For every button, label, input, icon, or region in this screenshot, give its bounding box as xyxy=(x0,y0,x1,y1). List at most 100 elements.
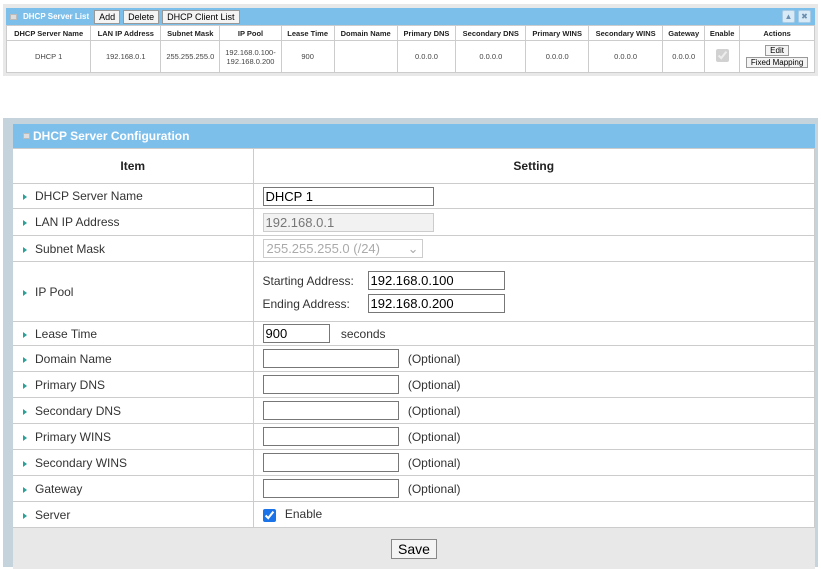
column-header: IP Pool xyxy=(219,25,282,41)
optional-label: (Optional) xyxy=(407,430,461,444)
dhcp-client-list-button[interactable]: DHCP Client List xyxy=(162,9,240,24)
column-header: Primary DNS xyxy=(396,25,457,41)
column-header: Subnet Mask xyxy=(160,25,221,41)
label-swins: Secondary WINS xyxy=(35,455,128,470)
bullet-icon xyxy=(23,408,27,415)
column-header: Gateway xyxy=(662,25,706,41)
bullet-icon xyxy=(23,460,27,467)
server-enable-checkbox[interactable] xyxy=(262,508,276,522)
cell-name: DHCP 1 xyxy=(5,40,92,73)
start-label: Starting Address: xyxy=(262,273,354,288)
collapse-icon[interactable]: ▲ xyxy=(782,10,795,23)
label-lease: Lease Time xyxy=(35,326,98,341)
column-header: Lease Time xyxy=(280,25,335,41)
seconds-label: seconds xyxy=(340,327,386,341)
label-server: Server xyxy=(35,507,71,522)
label-pdns: Primary DNS xyxy=(35,377,106,392)
cell-pwins: 0.0.0.0 xyxy=(525,40,590,73)
lease-time-input[interactable] xyxy=(262,324,330,343)
swins-input[interactable] xyxy=(262,453,399,472)
pool-end: 192.168.0.200 xyxy=(226,56,275,66)
enable-label: Enable xyxy=(284,507,323,522)
panel-icon xyxy=(10,13,17,20)
cell-mask: 255.255.255.0 xyxy=(160,40,221,73)
cell-pdns: 0.0.0.0 xyxy=(396,40,457,73)
bullet-icon xyxy=(23,331,27,338)
label-sdns: Secondary DNS xyxy=(35,403,122,418)
subnet-mask-select: 255.255.255.0 (/24) ⌄ xyxy=(262,239,423,258)
column-header: Enable xyxy=(704,25,741,41)
cell-enable xyxy=(704,40,741,73)
save-bar: Save xyxy=(13,528,815,569)
chevron-down-icon: ⌄ xyxy=(407,240,419,256)
col-item: Item xyxy=(13,148,254,184)
cell-pool: 192.168.0.100- 192.168.0.200 xyxy=(219,40,282,73)
cell-actions: Edit Fixed Mapping xyxy=(739,40,815,73)
label-pool: IP Pool xyxy=(35,284,74,299)
sdns-input[interactable] xyxy=(262,401,399,420)
delete-button[interactable]: Delete xyxy=(123,9,160,24)
end-label: Ending Address: xyxy=(262,296,350,311)
optional-label: (Optional) xyxy=(407,482,461,496)
save-button[interactable]: Save xyxy=(391,539,437,559)
bullet-icon xyxy=(23,512,27,519)
bullet-icon xyxy=(23,486,27,493)
column-header: Domain Name xyxy=(333,25,398,41)
close-icon[interactable]: ✖ xyxy=(798,10,811,23)
optional-label: (Optional) xyxy=(407,456,461,470)
label-pwins: Primary WINS xyxy=(35,429,111,444)
cell-gateway: 0.0.0.0 xyxy=(662,40,706,73)
panel-icon xyxy=(23,133,30,139)
bullet-icon xyxy=(23,289,27,296)
column-header: Actions xyxy=(739,25,815,41)
pdns-input[interactable] xyxy=(262,375,399,394)
optional-label: (Optional) xyxy=(407,352,461,366)
label-domain: Domain Name xyxy=(35,351,112,366)
config-title: DHCP Server Configuration xyxy=(33,129,190,143)
col-setting: Setting xyxy=(253,148,815,184)
starting-address-input[interactable] xyxy=(367,270,505,290)
bullet-icon xyxy=(23,246,27,253)
column-header: DHCP Server Name xyxy=(5,25,92,41)
column-header: Secondary WINS xyxy=(588,25,664,41)
dhcp-config-panel: DHCP Server Configuration Item Setting DH… xyxy=(3,118,818,569)
pool-start: 192.168.0.100- xyxy=(225,47,276,57)
bullet-icon xyxy=(23,220,27,226)
add-button[interactable]: Add xyxy=(94,9,121,24)
cell-sdns: 0.0.0.0 xyxy=(455,40,527,73)
server-name-input[interactable] xyxy=(262,186,434,206)
list-title: DHCP Server List xyxy=(23,12,90,21)
cell-domain xyxy=(333,40,398,73)
label-gateway: Gateway xyxy=(35,481,83,496)
subnet-mask-value: 255.255.255.0 (/24) xyxy=(266,241,380,256)
label-name: DHCP Server Name xyxy=(35,189,143,203)
ending-address-input[interactable] xyxy=(367,293,505,313)
cell-lease: 900 xyxy=(280,40,335,73)
bullet-icon xyxy=(23,356,27,363)
label-lan: LAN IP Address xyxy=(35,215,120,229)
bullet-icon xyxy=(23,434,27,441)
cell-swins: 0.0.0.0 xyxy=(588,40,664,73)
label-mask: Subnet Mask xyxy=(35,241,106,256)
dhcp-server-list-panel: DHCP Server List Add Delete DHCP Client … xyxy=(3,4,818,76)
lan-ip-input xyxy=(262,212,434,232)
list-header: DHCP Server List Add Delete DHCP Client … xyxy=(6,8,815,25)
column-header: LAN IP Address xyxy=(90,25,162,41)
bullet-icon xyxy=(23,194,27,200)
domain-input[interactable] xyxy=(262,349,399,368)
server-list-table: DHCP Server Name LAN IP Address Subnet Mas… xyxy=(5,25,815,73)
column-header: Secondary DNS xyxy=(455,25,527,41)
bullet-icon xyxy=(23,382,27,389)
optional-label: (Optional) xyxy=(407,378,461,392)
optional-label: (Optional) xyxy=(407,404,461,418)
column-header: Primary WINS xyxy=(525,25,590,41)
pwins-input[interactable] xyxy=(262,427,399,446)
fixed-mapping-button[interactable]: Fixed Mapping xyxy=(745,57,809,68)
enable-checkbox xyxy=(715,49,729,62)
table-row: DHCP 1 192.168.0.1 255.255.255.0 192.168… xyxy=(5,40,815,73)
cell-lan-ip: 192.168.0.1 xyxy=(90,40,162,73)
gateway-input[interactable] xyxy=(262,479,399,498)
edit-button[interactable]: Edit xyxy=(765,45,789,56)
config-header: DHCP Server Configuration xyxy=(13,124,815,148)
